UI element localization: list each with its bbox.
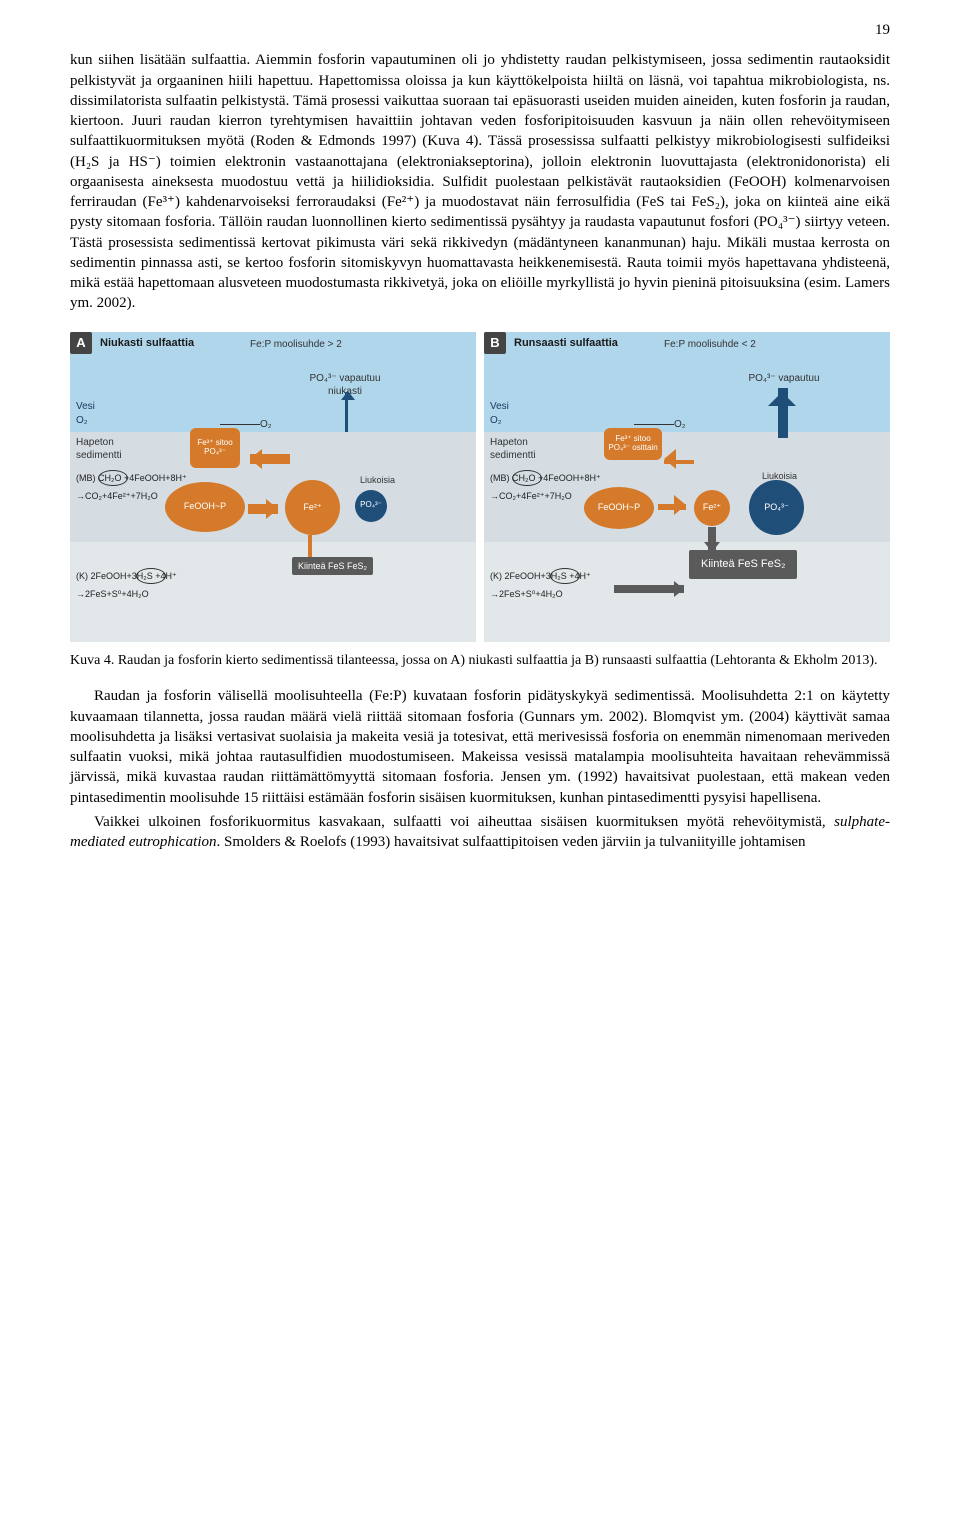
fe-p-ratio: Fe:P moolisuhde > 2 <box>250 338 342 352</box>
liukoisia-label: Liukoisia <box>762 470 797 482</box>
panel-badge-a: A <box>70 332 92 354</box>
o2-label: O₂ <box>490 414 502 428</box>
feooh-p-node: FeOOH~P <box>165 482 245 532</box>
ring-ch2o-icon <box>512 470 542 486</box>
arrow-fe2-to-fes-icon <box>708 527 716 552</box>
ring-h2s-icon <box>136 568 166 584</box>
o2-line-icon <box>634 424 674 425</box>
eq-k-2: →2FeS+S⁰+4H₂O <box>76 588 149 600</box>
arrow-po4-up-head-icon <box>768 378 796 406</box>
panel-title: Niukasti sulfaattia <box>100 336 194 351</box>
o2-label: O₂ <box>76 414 88 428</box>
paragraph-3: Vaikkei ulkoinen fosforikuormitus kasvak… <box>70 812 890 853</box>
figure-caption: Kuva 4. Raudan ja fosforin kierto sedime… <box>70 652 890 671</box>
paragraph-2: Raudan ja fosforin välisellä moolisuhtee… <box>70 686 890 808</box>
arrow-po4-up-icon <box>345 392 348 432</box>
o2-down-label: O₂ <box>260 418 272 432</box>
kiintea-box-large: Kiinteä FeS FeS₂ <box>689 550 797 579</box>
o2-line-icon <box>220 424 260 425</box>
eq-mb-2: →CO₂+4Fe²⁺+7H₂O <box>76 490 158 502</box>
fe2-node: Fe²⁺ <box>694 490 730 526</box>
figure-4: A Niukasti sulfaattia Fe:P moolisuhde > … <box>70 332 890 642</box>
arrow-feooh-to-fe2-icon <box>658 504 686 510</box>
fe3-binds-box: Fe³⁺ sitoo PO₄³⁻ <box>190 428 240 468</box>
fe2-node: Fe²⁺ <box>285 480 340 535</box>
eq-mb-2: →CO₂+4Fe²⁺+7H₂O <box>490 490 572 502</box>
panel-badge-b: B <box>484 332 506 354</box>
po4-node: PO₄³⁻ <box>355 490 387 522</box>
arrow-fe2-down-icon <box>308 535 312 560</box>
paragraph-1: kun siihen lisätään sulfaattia. Aiemmin … <box>70 50 890 313</box>
arrow-fe2-loop-icon <box>250 454 290 464</box>
ring-ch2o-icon <box>98 470 128 486</box>
feooh-p-node: FeOOH~P <box>584 487 654 529</box>
eq-k-2: →2FeS+S⁰+4H₂O <box>490 588 563 600</box>
kiintea-box: Kiinteä FeS FeS₂ <box>292 557 373 576</box>
sediment-label: Hapeton sedimentti <box>76 436 136 463</box>
figure-panel-b: B Runsaasti sulfaattia Fe:P moolisuhde <… <box>484 332 890 642</box>
paragraph-3-text: Vaikkei ulkoinen fosforikuormitus kasvak… <box>70 814 890 850</box>
o2-down-label: O₂ <box>674 418 686 432</box>
po4-node-large: PO₄³⁻ <box>749 480 804 535</box>
arrow-fe2-loop-icon <box>664 460 694 464</box>
liukoisia-label: Liukoisia <box>360 474 395 486</box>
eq-mb-1: (MB) CH₂O +4FeOOH+8H⁺ <box>76 472 187 484</box>
ring-h2s-icon <box>550 568 580 584</box>
arrow-h2s-to-fes-icon <box>614 585 684 593</box>
water-label: Vesi <box>490 400 509 414</box>
eq-mb-1: (MB) CH₂O +4FeOOH+8H⁺ <box>490 472 601 484</box>
water-label: Vesi <box>76 400 95 414</box>
fe-p-ratio: Fe:P moolisuhde < 2 <box>664 338 756 352</box>
figure-panel-a: A Niukasti sulfaattia Fe:P moolisuhde > … <box>70 332 476 642</box>
arrow-feooh-to-fe2-icon <box>248 504 278 514</box>
sediment-label: Hapeton sedimentti <box>490 436 550 463</box>
panel-title: Runsaasti sulfaattia <box>514 336 618 351</box>
page-number: 19 <box>70 20 890 40</box>
